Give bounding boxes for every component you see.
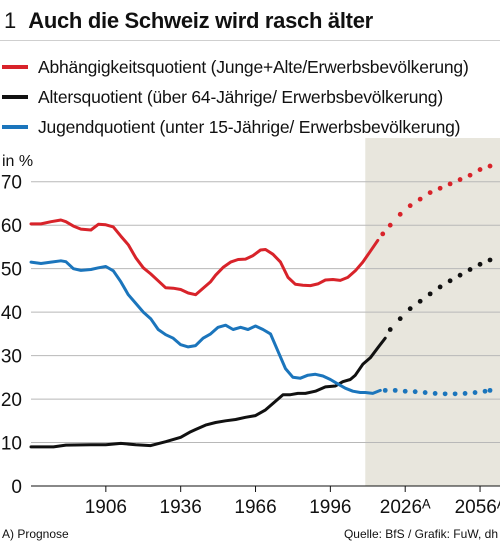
legend-swatch-red xyxy=(2,65,28,69)
forecast-point-2 xyxy=(442,391,448,397)
forecast-point-0 xyxy=(387,222,393,228)
forecast-point-2 xyxy=(422,390,428,395)
forecast-point-0 xyxy=(417,196,423,202)
forecast-point-1 xyxy=(437,284,443,290)
legend-item-altersquotient: Altersquotient (über 64-Jährige/ Erwerbs… xyxy=(2,82,469,112)
legend-swatch-blue xyxy=(2,125,28,129)
x-tick-label: 2026ᴬ xyxy=(380,497,431,518)
forecast-point-2 xyxy=(382,387,388,393)
legend-label: Altersquotient (über 64-Jährige/ Erwerbs… xyxy=(38,86,443,107)
forecast-point-0 xyxy=(467,172,473,178)
forecast-point-2 xyxy=(462,391,468,396)
forecast-point-0 xyxy=(447,181,453,187)
x-tick-label: 1906 xyxy=(85,497,127,518)
forecast-point-2 xyxy=(487,387,493,393)
forecast-point-2 xyxy=(452,391,458,397)
y-axis-label: in % xyxy=(2,153,33,170)
y-tick-label: 70 xyxy=(1,173,22,194)
legend-label: Jugendquotient (unter 15-Jährige/ Erwerb… xyxy=(38,116,461,137)
y-tick-label: 40 xyxy=(1,303,22,324)
x-tick-label: 1996 xyxy=(309,497,351,518)
forecast-point-0 xyxy=(407,203,413,209)
forecast-point-1 xyxy=(387,327,393,332)
forecast-point-1 xyxy=(407,306,413,312)
forecast-point-1 xyxy=(397,316,403,322)
y-tick-label: 60 xyxy=(1,216,22,237)
forecast-point-1 xyxy=(477,261,483,267)
forecast-point-2 xyxy=(482,388,488,394)
forecast-point-2 xyxy=(392,387,398,393)
x-tick-label: 1936 xyxy=(160,497,202,518)
legend-swatch-black xyxy=(2,95,28,99)
figure-title: Auch die Schweiz wird rasch älter xyxy=(28,8,373,33)
title-divider xyxy=(0,40,500,41)
forecast-point-1 xyxy=(487,257,493,263)
figure-title-row: 1 Auch die Schweiz wird rasch älter xyxy=(4,4,373,38)
forecast-point-1 xyxy=(467,267,473,272)
y-tick-label: 20 xyxy=(1,390,22,411)
forecast-point-0 xyxy=(477,167,483,172)
x-tick-label: 1966 xyxy=(234,497,276,518)
forecast-point-2 xyxy=(432,391,438,396)
legend-label: Abhängigkeitsquotient (Junge+Alte/Erwerb… xyxy=(38,56,469,77)
forecast-point-0 xyxy=(457,177,463,182)
legend-item-jugendquotient: Jugendquotient (unter 15-Jährige/ Erwerb… xyxy=(2,112,469,142)
forecast-point-0 xyxy=(427,190,433,196)
y-tick-label: 0 xyxy=(11,477,22,498)
chart-legend: Abhängigkeitsquotient (Junge+Alte/Erwerb… xyxy=(2,52,469,142)
footnote-prognose: A) Prognose xyxy=(2,527,69,541)
y-tick-label: 50 xyxy=(1,260,22,281)
forecast-point-1 xyxy=(457,272,463,278)
forecast-point-0 xyxy=(380,231,386,237)
series-line-2 xyxy=(29,259,382,395)
y-tick-label: 10 xyxy=(1,434,22,455)
forecast-point-0 xyxy=(397,211,403,217)
forecast-point-1 xyxy=(427,291,433,297)
forecast-point-2 xyxy=(472,390,478,395)
figure-number: 1 xyxy=(4,8,17,33)
series-line-0 xyxy=(29,218,380,297)
series-line-1 xyxy=(29,336,387,449)
forecast-point-2 xyxy=(402,388,408,394)
forecast-point-2 xyxy=(412,389,418,395)
y-tick-label: 30 xyxy=(1,347,22,368)
source-credit: Quelle: BfS / Grafik: FuW, dh xyxy=(343,527,498,541)
forecast-point-1 xyxy=(417,298,423,304)
forecast-point-0 xyxy=(487,163,493,169)
forecast-point-1 xyxy=(447,278,453,284)
legend-item-abhaengigkeitsquotient: Abhängigkeitsquotient (Junge+Alte/Erwerb… xyxy=(2,52,469,82)
forecast-point-0 xyxy=(437,185,443,191)
